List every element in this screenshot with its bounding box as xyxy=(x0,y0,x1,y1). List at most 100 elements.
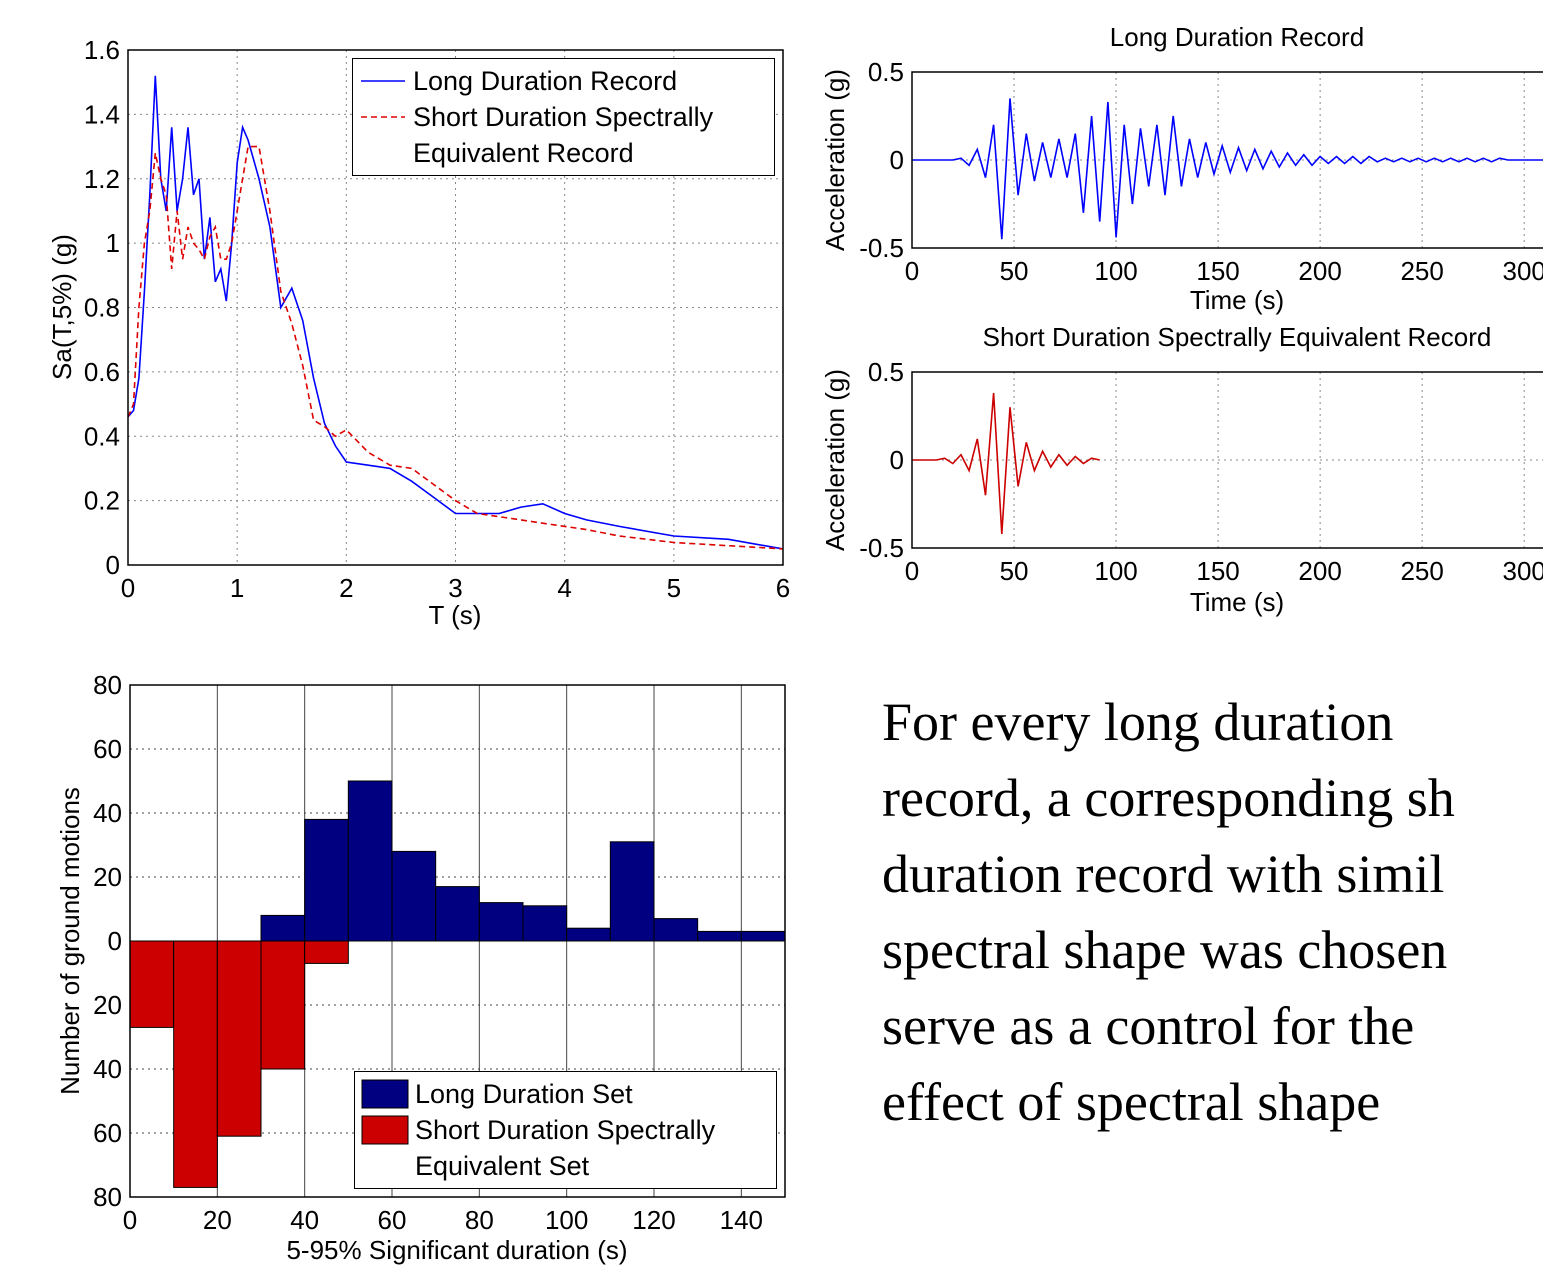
y-tick-label: 0.2 xyxy=(84,486,120,516)
chart-title: Short Duration Spectrally Equivalent Rec… xyxy=(983,322,1492,352)
caption-line: spectral shape was chosen xyxy=(882,920,1448,980)
x-tick-label: 0 xyxy=(905,556,919,586)
bar xyxy=(304,818,349,942)
y-axis-label: Acceleration (g) xyxy=(820,69,850,251)
bar xyxy=(260,940,306,1070)
y-tick-label: 20 xyxy=(93,862,122,892)
x-tick-label: 40 xyxy=(290,1205,319,1235)
chart: 0 0.2 0.4 0.6 0.8 1 1.2 1.4 1.6 0 1 2 3 4 5 6 T (s) Sa(T,… xyxy=(47,35,790,630)
x-tick-label: 150 xyxy=(1196,556,1239,586)
y-tick-label: 0.6 xyxy=(84,357,120,387)
y-tick-label: 0 xyxy=(890,445,904,475)
y-tick-label: 80 xyxy=(93,1182,122,1212)
bar xyxy=(347,780,393,942)
x-tick-label: 3 xyxy=(448,573,462,603)
legend-label: Short Duration Spectrally Equivalent Rec… xyxy=(413,102,714,168)
x-tick-label: 60 xyxy=(378,1205,407,1235)
y-tick-label: 20 xyxy=(93,990,122,1020)
caption-line: For every long duration xyxy=(882,692,1394,752)
legend-label: Short Duration Spectrally Equivalent Set xyxy=(415,1115,716,1181)
x-tick-label: 1 xyxy=(230,573,244,603)
series-line xyxy=(127,145,784,550)
x-tick-label: 4 xyxy=(557,573,571,603)
x-tick-label: 100 xyxy=(545,1205,588,1235)
legend-entry: Short Duration Spectrally Equivalent Rec… xyxy=(359,99,768,171)
x-tick-label: 6 xyxy=(776,573,790,603)
x-tick-label: 100 xyxy=(1094,256,1137,286)
bar xyxy=(609,841,655,942)
caption: For every long duration record, a corres… xyxy=(882,684,1455,1140)
x-tick-label: 200 xyxy=(1298,556,1341,586)
series-line xyxy=(127,75,784,550)
y-tick-label: 1.6 xyxy=(84,35,120,65)
caption-line: record, a corresponding sh xyxy=(882,768,1455,828)
bar xyxy=(304,940,349,964)
y-tick-label: 0 xyxy=(106,550,120,580)
legend: Long Duration Record Short Duration Spect… xyxy=(352,58,775,176)
x-tick-label: 140 xyxy=(720,1205,763,1235)
x-tick-label: 150 xyxy=(1196,256,1239,286)
y-tick-label: -0.5 xyxy=(859,533,904,563)
legend-entry: Short Duration Spectrally Equivalent Set xyxy=(361,1112,770,1184)
y-tick-label: 40 xyxy=(93,798,122,828)
x-tick-label: 0 xyxy=(121,573,135,603)
legend-swatch xyxy=(361,116,405,118)
legend: Long Duration Set Short Duration Spectral… xyxy=(354,1071,777,1189)
plot-frame xyxy=(911,71,1543,249)
x-tick-label: 20 xyxy=(203,1205,232,1235)
bar xyxy=(653,918,699,942)
legend-entry: Long Duration Record xyxy=(359,63,768,99)
x-axis-label: Time (s) xyxy=(1190,285,1284,315)
y-tick-label: 1.4 xyxy=(84,99,120,129)
legend-swatch xyxy=(361,80,405,82)
bar xyxy=(216,940,262,1137)
caption-line: effect of spectral shape xyxy=(882,1072,1381,1132)
legend-label: Long Duration Set xyxy=(415,1079,633,1109)
legend-swatch xyxy=(361,1115,409,1145)
plot-frame xyxy=(129,684,786,1198)
x-tick-label: 300 xyxy=(1502,556,1543,586)
x-tick-label: 80 xyxy=(465,1205,494,1235)
y-tick-label: 0 xyxy=(108,926,122,956)
plot-frame xyxy=(911,371,1543,549)
y-axis-label: Number of ground motions xyxy=(55,787,85,1095)
x-tick-label: 100 xyxy=(1094,556,1137,586)
x-tick-label: 200 xyxy=(1298,256,1341,286)
caption-line: serve as a control for the xyxy=(882,996,1415,1056)
bar xyxy=(260,914,306,942)
series-line xyxy=(912,393,1100,534)
bar xyxy=(740,930,786,942)
x-tick-label: 0 xyxy=(905,256,919,286)
caption-line: duration record with simil xyxy=(882,844,1445,904)
x-tick-label: 120 xyxy=(632,1205,675,1235)
y-tick-label: 80 xyxy=(93,670,122,700)
x-tick-label: 300 xyxy=(1502,256,1543,286)
x-tick-label: 250 xyxy=(1400,256,1443,286)
y-axis-label: Sa(T,5%) (g) xyxy=(47,234,77,380)
bar xyxy=(566,927,611,942)
legend-label: Long Duration Record xyxy=(413,66,678,96)
y-tick-label: 0.8 xyxy=(84,293,120,323)
x-tick-label: 2 xyxy=(339,573,353,603)
y-tick-label: 60 xyxy=(93,734,122,764)
bar xyxy=(129,940,175,1028)
bar xyxy=(478,902,524,942)
bar xyxy=(522,905,568,942)
bar xyxy=(173,940,218,1188)
x-axis-label: Time (s) xyxy=(1190,587,1284,617)
legend-box xyxy=(361,1115,409,1145)
x-tick-label: 0 xyxy=(123,1205,137,1235)
y-tick-label: -0.5 xyxy=(859,233,904,263)
y-tick-label: 1 xyxy=(106,228,120,258)
y-tick-label: 0 xyxy=(890,145,904,175)
x-tick-label: 5 xyxy=(667,573,681,603)
y-axis-label: Acceleration (g) xyxy=(820,369,850,551)
bar xyxy=(435,886,480,942)
legend-swatch xyxy=(361,1079,409,1109)
y-tick-label: 60 xyxy=(93,1118,122,1148)
legend-entry: Long Duration Set xyxy=(361,1076,770,1112)
